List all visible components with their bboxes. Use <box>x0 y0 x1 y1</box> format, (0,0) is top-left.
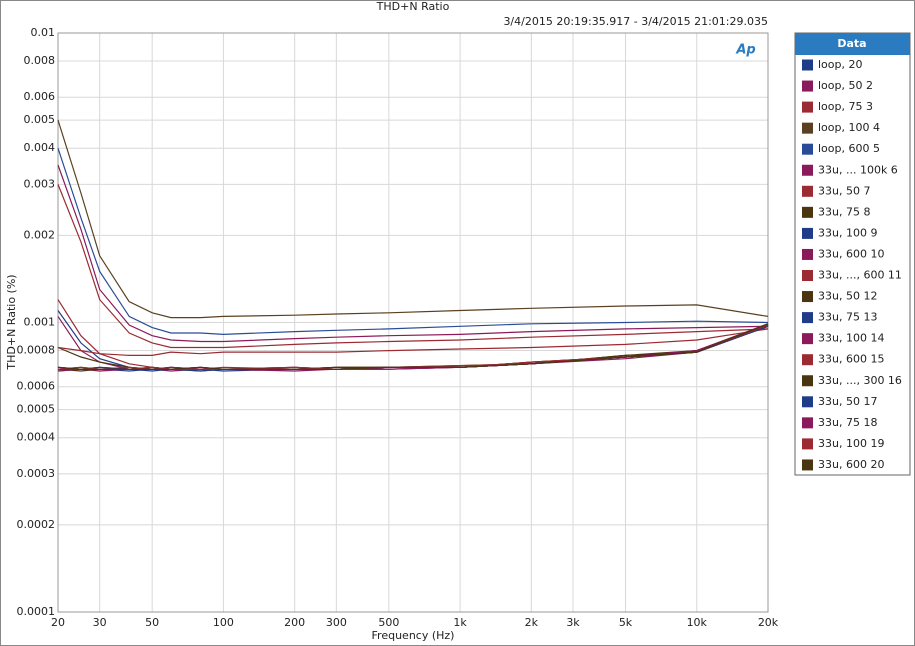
legend-label: 33u, 75 18 <box>818 416 877 429</box>
legend-label: 33u, 50 12 <box>818 290 877 303</box>
legend-swatch <box>802 312 813 324</box>
y-tick-label: 0.003 <box>24 177 56 190</box>
logo: Ap <box>735 43 755 58</box>
legend-label: 33u, 50 17 <box>818 395 877 408</box>
legend-swatch <box>802 185 813 197</box>
legend-label: 33u, 50 7 <box>818 184 870 197</box>
x-tick-label: 100 <box>213 616 234 629</box>
x-tick-label: 300 <box>326 616 347 629</box>
x-tick-label: 30 <box>93 616 107 629</box>
legend-label: 33u, 75 8 <box>818 205 870 218</box>
legend-label: 33u, ... 100k 6 <box>818 163 898 176</box>
y-tick-label: 0.0008 <box>17 344 56 357</box>
legend-swatch <box>802 248 813 260</box>
legend-label: 33u, ..., 300 16 <box>818 374 902 387</box>
y-tick-label: 0.0004 <box>17 431 56 444</box>
series-line <box>57 184 769 349</box>
series-line <box>57 164 769 343</box>
legend-swatch <box>802 375 813 387</box>
y-tick-label: 0.0002 <box>17 518 56 531</box>
legend-label: loop, 600 5 <box>818 142 880 155</box>
y-tick-label: 0.01 <box>31 26 56 39</box>
legend-title: Data <box>837 37 866 50</box>
x-tick-label: 1k <box>453 616 467 629</box>
x-tick-label: 2k <box>525 616 539 629</box>
legend-swatch <box>802 80 813 92</box>
legend-swatch <box>802 417 813 429</box>
x-tick-label: 200 <box>284 616 305 629</box>
y-tick-label: 0.0001 <box>17 605 56 618</box>
legend-header <box>795 33 910 55</box>
legend-label: 33u, ..., 600 11 <box>818 269 902 282</box>
legend-label: loop, 75 3 <box>818 100 873 113</box>
chart-subtitle: 3/4/2015 20:19:35.917 - 3/4/2015 21:01:2… <box>503 15 768 28</box>
legend-swatch <box>802 333 813 345</box>
x-tick-label: 500 <box>378 616 399 629</box>
x-tick-label: 20k <box>758 616 779 629</box>
legend-label: loop, 100 4 <box>818 121 880 134</box>
chart-title: THD+N Ratio <box>376 0 450 13</box>
y-tick-label: 0.006 <box>24 90 56 103</box>
x-tick-label: 5k <box>619 616 633 629</box>
x-tick-label: 50 <box>145 616 159 629</box>
legend-label: 33u, 600 10 <box>818 247 884 260</box>
series-line <box>57 148 769 336</box>
legend-label: loop, 50 2 <box>818 79 873 92</box>
series-line <box>57 119 769 319</box>
legend-label: loop, 20 <box>818 58 863 71</box>
series-line <box>57 328 769 356</box>
legend-label: 33u, 100 14 <box>818 332 884 345</box>
legend-label: 33u, 100 9 <box>818 226 877 239</box>
legend-swatch <box>802 291 813 303</box>
legend-label: 33u, 75 13 <box>818 311 877 324</box>
x-axis-label: Frequency (Hz) <box>372 629 455 642</box>
legend-swatch <box>802 438 813 450</box>
legend-label: 33u, 600 15 <box>818 353 884 366</box>
legend-swatch <box>802 122 813 134</box>
legend-label: 33u, 100 19 <box>818 437 884 450</box>
legend-box <box>794 32 911 476</box>
legend-swatch <box>802 59 813 71</box>
legend-swatch <box>802 227 813 239</box>
legend-swatch <box>802 270 813 281</box>
y-tick-label: 0.008 <box>24 54 56 67</box>
legend-swatch <box>802 164 813 176</box>
x-tick-label: 20 <box>51 616 65 629</box>
y-tick-label: 0.005 <box>24 113 56 126</box>
y-tick-label: 0.0005 <box>17 403 56 416</box>
legend-swatch <box>802 143 813 155</box>
y-axis-label: THD+N Ratio (%) <box>5 274 18 370</box>
legend-swatch <box>802 206 813 218</box>
legend-swatch <box>802 354 813 366</box>
legend-swatch <box>802 101 813 113</box>
y-tick-label: 0.004 <box>24 141 56 154</box>
y-tick-label: 0.0003 <box>17 467 56 480</box>
y-tick-label: 0.0006 <box>17 380 56 393</box>
x-tick-label: 3k <box>566 616 580 629</box>
x-tick-label: 10k <box>687 616 708 629</box>
y-tick-label: 0.001 <box>24 316 56 329</box>
y-tick-label: 0.002 <box>24 228 56 241</box>
series-line <box>57 323 769 370</box>
legend-label: 33u, 600 20 <box>818 458 884 471</box>
legend-swatch <box>802 459 813 471</box>
legend-swatch <box>802 396 813 408</box>
legend: loop, 20 loop, 50 2 loop, 75 3 loop, 100 4 l… <box>802 58 902 471</box>
